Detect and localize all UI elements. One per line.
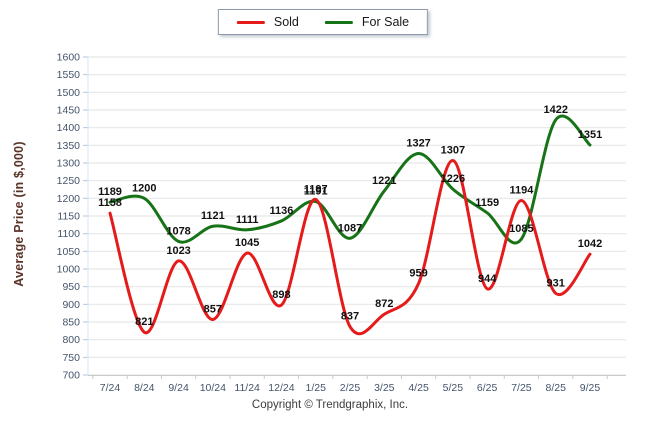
sold-line-swatch-icon	[236, 20, 265, 24]
y-tick-label: 1100	[57, 228, 80, 240]
data-label: 1158	[98, 197, 122, 209]
y-tick-label: 1400	[57, 122, 81, 134]
legend-item-for-sale: For Sale	[324, 15, 410, 29]
y-tick-label: 1250	[57, 175, 81, 187]
for-sale-line-swatch-icon	[324, 20, 353, 24]
y-tick-label: 1050	[57, 246, 81, 258]
y-tick-label: 1550	[57, 69, 81, 81]
x-tick-label: 9/25	[580, 382, 601, 394]
data-label: 1159	[475, 197, 499, 209]
data-label: 1197	[304, 183, 328, 195]
for-sale-line	[108, 114, 592, 245]
y-tick-label: 950	[62, 281, 80, 293]
data-label: 1087	[338, 222, 362, 234]
x-tick-label: 7/24	[100, 382, 121, 394]
data-label: 898	[272, 289, 290, 301]
data-label: 1085	[509, 223, 533, 235]
y-tick-label: 1000	[57, 264, 81, 276]
data-label: 1042	[578, 238, 602, 250]
data-label: 1136	[269, 205, 293, 217]
data-label: 1111	[236, 214, 259, 226]
x-tick-label: 9/24	[168, 382, 189, 394]
data-label: 1307	[441, 145, 465, 157]
legend-item-sold: Sold	[236, 15, 299, 29]
x-tick-label: 7/25	[511, 382, 532, 394]
data-label: 821	[135, 316, 153, 328]
x-tick-label: 8/24	[134, 382, 155, 394]
x-axis-ticks	[92, 375, 608, 379]
x-tick-label: 6/25	[477, 382, 498, 394]
x-tick-label: 11/24	[234, 382, 260, 394]
data-label: 1078	[166, 225, 190, 237]
legend-label-sold: Sold	[273, 15, 299, 29]
x-tick-label: 8/25	[545, 382, 566, 394]
data-label: 1200	[132, 182, 156, 194]
data-label: 857	[204, 304, 222, 316]
data-label: 1189	[98, 186, 122, 198]
y-axis-ticks	[83, 56, 88, 376]
y-axis-title: Average Price (in $,000)	[12, 141, 26, 287]
data-label: 1422	[543, 104, 567, 116]
y-tick-label: 1350	[57, 140, 81, 152]
data-label: 944	[478, 273, 497, 285]
y-tick-label: 1450	[57, 105, 81, 117]
for-sale-data-labels: 1189 1200 1078 1121 1111 1136 1191 1087 1221 1327…	[98, 104, 602, 238]
data-label: 1226	[441, 173, 465, 185]
y-tick-label: 850	[62, 317, 80, 329]
y-tick-label: 1300	[57, 158, 81, 170]
data-label: 1221	[372, 175, 396, 187]
data-label: 837	[341, 311, 359, 323]
data-label: 1191	[304, 186, 328, 198]
y-tick-label: 1500	[57, 87, 81, 99]
data-label: 959	[409, 267, 427, 279]
data-label: 931	[547, 277, 565, 289]
x-tick-label: 2/25	[340, 382, 361, 394]
y-tick-label: 750	[62, 352, 80, 364]
y-tick-label: 1150	[57, 211, 80, 223]
y-tick-label: 800	[62, 334, 80, 346]
x-tick-label: 4/25	[408, 382, 429, 394]
x-tick-label: 10/24	[200, 382, 226, 394]
x-tick-label: 5/25	[443, 382, 464, 394]
y-axis-tick-labels: 700 750 800 850 900 950 1000 1050 1100 1150 1200 12…	[57, 52, 81, 382]
y-tick-label: 900	[62, 299, 80, 311]
data-label: 1351	[578, 129, 602, 141]
sold-line	[108, 159, 592, 336]
y-tick-label: 1600	[57, 52, 81, 64]
x-tick-label: 1/25	[305, 382, 326, 394]
copyright-text: Copyright © Trendgraphix, Inc.	[251, 399, 409, 411]
data-label: 1023	[166, 245, 190, 257]
data-label: 1121	[201, 210, 225, 222]
data-label: 1327	[406, 137, 430, 149]
chart-legend: Sold For Sale	[217, 9, 429, 35]
gridlines	[88, 56, 626, 376]
x-tick-label: 3/25	[374, 382, 395, 394]
x-tick-label: 12/24	[268, 382, 294, 394]
y-tick-label: 1200	[57, 193, 81, 205]
data-label: 1045	[235, 237, 259, 249]
data-label: 872	[375, 298, 393, 310]
x-axis-labels: 7/24 8/24 9/24 10/24 11/24 12/24 1/25 2/25 3/25 4…	[100, 382, 601, 394]
data-label: 1194	[509, 184, 534, 196]
legend-label-for-sale: For Sale	[361, 15, 410, 29]
sold-data-labels: 1158 821 1023 857 1045 898 1197 837 872 959 1307 94…	[98, 145, 602, 329]
y-tick-label: 700	[62, 370, 80, 382]
